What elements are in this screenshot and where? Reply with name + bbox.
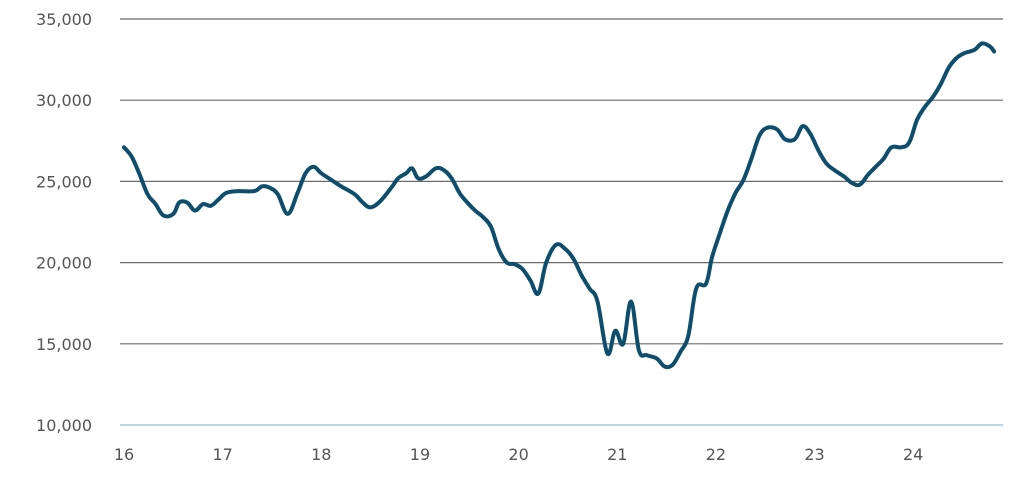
x-tick-label-17: 17: [212, 445, 232, 464]
series-line-0: [122, 41, 997, 370]
y-tick-label-10000: 10,000: [36, 416, 92, 435]
x-tick-label-21: 21: [607, 445, 627, 464]
x-axis-tick-labels: 16 17 18 19 20 21 22 23 24: [114, 445, 924, 464]
x-tick-label-19: 19: [410, 445, 430, 464]
y-tick-label-20000: 20,000: [36, 254, 92, 273]
y-tick-label-30000: 30,000: [36, 91, 92, 110]
y-axis-tick-labels: 10,000 15,000 20,000 25,000 30,000 35,000: [36, 10, 92, 435]
x-tick-label-23: 23: [804, 445, 824, 464]
y-tick-label-35000: 35,000: [36, 10, 92, 29]
x-tick-label-24: 24: [903, 445, 923, 464]
series-layer: [122, 41, 997, 370]
x-tick-label-22: 22: [706, 445, 726, 464]
x-tick-label-18: 18: [311, 445, 331, 464]
x-tick-label-20: 20: [508, 445, 528, 464]
y-tick-label-25000: 25,000: [36, 172, 92, 191]
x-tick-label-16: 16: [114, 445, 134, 464]
y-tick-label-15000: 15,000: [36, 335, 92, 354]
gridlines: [120, 18, 1003, 426]
